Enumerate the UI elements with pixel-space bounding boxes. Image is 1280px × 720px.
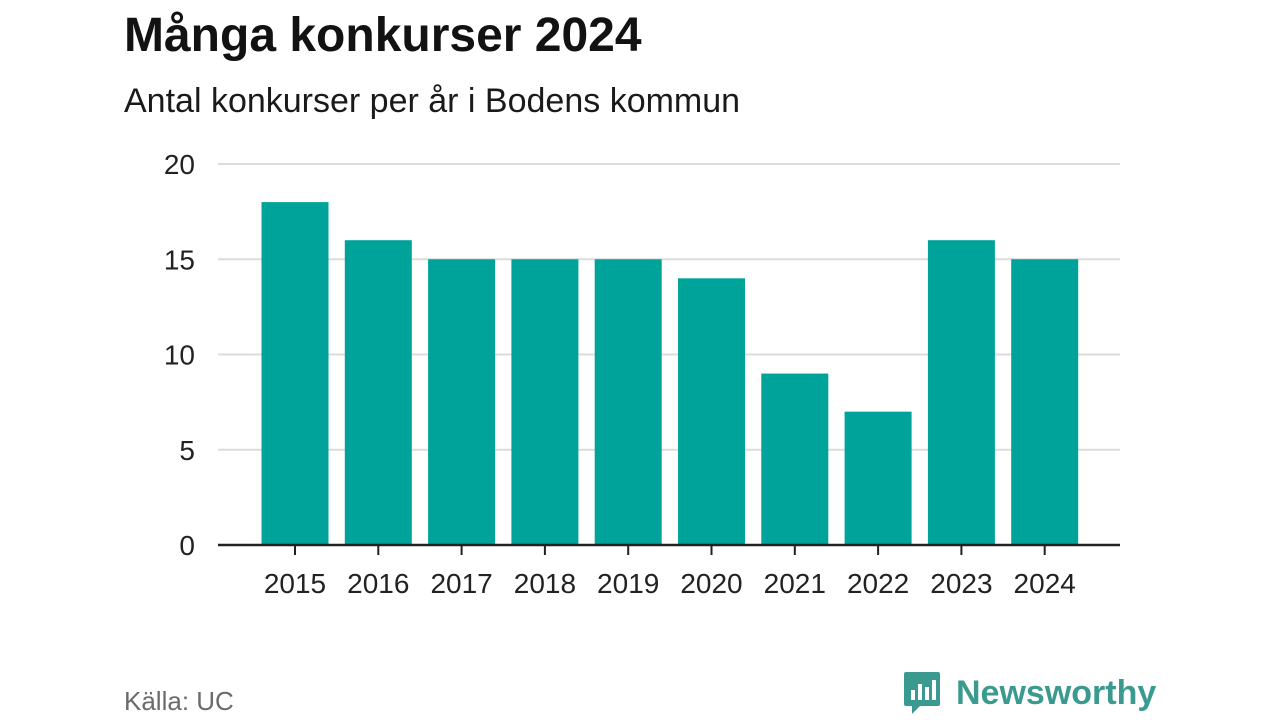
x-tick-label: 2021 bbox=[764, 568, 826, 599]
brand-name: Newsworthy bbox=[956, 673, 1157, 712]
bar bbox=[927, 240, 995, 545]
y-tick-label: 5 bbox=[179, 435, 195, 466]
bar bbox=[761, 373, 829, 545]
x-tick-label: 2022 bbox=[847, 568, 909, 599]
bar-chart: 0 5 10 15 20 2015 2016 2017 2018 2019 2020 2021 2022… bbox=[164, 149, 1120, 599]
x-tick-label: 2023 bbox=[930, 568, 992, 599]
x-tick-label: 2024 bbox=[1014, 568, 1076, 599]
x-tick-label: 2020 bbox=[680, 568, 742, 599]
bar bbox=[678, 278, 745, 545]
bar-chart-speech-bubble-icon bbox=[904, 672, 940, 714]
bar bbox=[511, 259, 579, 545]
y-tick-label: 0 bbox=[179, 530, 195, 561]
bar bbox=[428, 259, 496, 545]
x-tick-label: 2019 bbox=[597, 568, 659, 599]
x-tick-label: 2018 bbox=[514, 568, 576, 599]
chart-title: Många konkurser 2024 bbox=[124, 9, 642, 62]
y-tick-label: 15 bbox=[164, 244, 195, 275]
source-note: Källa: UC bbox=[124, 686, 234, 716]
chart-subtitle: Antal konkurser per år i Bodens kommun bbox=[124, 82, 741, 120]
brand-logo: Newsworthy bbox=[902, 670, 1156, 716]
y-tick-label: 10 bbox=[164, 340, 195, 371]
bar bbox=[594, 259, 662, 545]
bar bbox=[844, 411, 912, 545]
x-tick-label: 2017 bbox=[430, 568, 492, 599]
bar bbox=[344, 240, 412, 545]
x-tick-label: 2016 bbox=[347, 568, 409, 599]
y-tick-label: 20 bbox=[164, 149, 195, 180]
bar bbox=[261, 202, 329, 545]
x-tick-label: 2015 bbox=[264, 568, 326, 599]
bar bbox=[1011, 259, 1079, 545]
